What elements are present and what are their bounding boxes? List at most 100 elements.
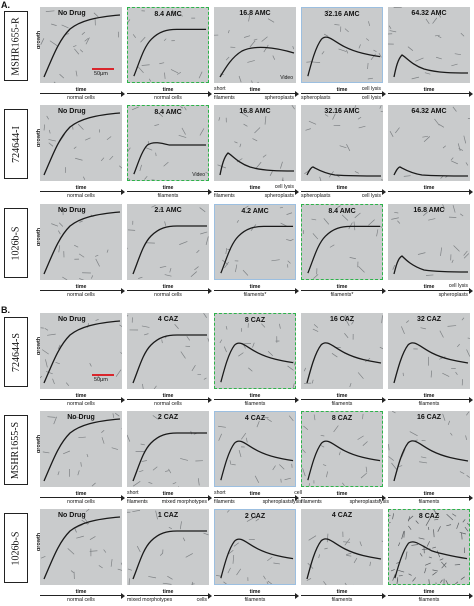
cell-mark [218, 425, 226, 428]
panel-title: 32 CAZ [416, 316, 442, 323]
phenotype-label: lysis [378, 498, 389, 505]
cell-mark [267, 580, 273, 584]
cell-mark [391, 217, 399, 220]
cell-mark [442, 372, 450, 377]
phenotype-label: filaments [418, 498, 440, 505]
time-axis: time cell lysis spheroplasts cell lysis [301, 86, 386, 102]
cell-mark [376, 229, 379, 237]
phenotype-label: short [127, 489, 139, 496]
cell-mark [70, 416, 80, 420]
cell-mark [334, 24, 340, 26]
cell-mark [89, 363, 92, 367]
phenotype-label: filaments* [243, 291, 267, 298]
growth-curve [307, 440, 381, 481]
cell-mark [359, 541, 362, 547]
video-link[interactable]: Video [280, 75, 293, 81]
cell-mark [49, 40, 58, 46]
panel-title: 4 CAZ [157, 316, 179, 323]
cell-mark [43, 124, 46, 131]
time-label: time [75, 284, 87, 290]
cell-mark [76, 535, 84, 539]
cell-mark [303, 367, 307, 372]
panel-title: 32.16 AMC [324, 108, 360, 115]
cell-mark [224, 261, 229, 269]
cell-mark [291, 105, 295, 110]
micrograph-panel: 4 CAZ [214, 411, 296, 487]
cell-mark [248, 12, 251, 22]
time-label: time [249, 284, 261, 290]
cell-mark [305, 128, 311, 131]
cell-mark [318, 554, 320, 559]
strain-name: 724644-I [10, 125, 22, 163]
cell-mark [411, 76, 420, 80]
time-axis: time filaments spheroplasts* lysis [301, 490, 389, 506]
cell-mark [89, 536, 96, 540]
growth-curve [393, 440, 469, 482]
cell-mark [422, 135, 429, 138]
cell-mark [392, 513, 395, 520]
panel-graphic [219, 323, 295, 388]
cell-mark [119, 324, 122, 327]
cell-mark [167, 575, 173, 580]
time-axis: time short filaments spheroplasts [214, 86, 299, 102]
cell-mark [225, 56, 230, 61]
cell-mark [442, 413, 446, 421]
panel-graphic [303, 314, 383, 388]
cell-mark [164, 274, 172, 277]
video-link[interactable]: Video [192, 172, 205, 178]
time-axis: time filaments [214, 392, 299, 408]
cell-mark [248, 367, 253, 372]
cell-mark [456, 522, 460, 529]
cell-mark [199, 207, 206, 213]
micrograph-panel: 16.8 AMC Video [214, 7, 296, 83]
cell-mark [138, 470, 144, 473]
cell-mark [308, 483, 310, 486]
cell-mark [184, 106, 187, 111]
cell-mark [84, 37, 89, 42]
scale-bar-label: 50μm [94, 377, 108, 383]
cell-mark [272, 55, 276, 60]
cell-mark [423, 211, 428, 216]
cell-mark [428, 579, 430, 584]
cell-mark [67, 548, 75, 555]
cell-mark [41, 349, 49, 355]
arrow-icon [208, 396, 212, 403]
cell-mark [406, 320, 410, 323]
cell-mark [446, 524, 452, 527]
cell-mark [86, 453, 89, 458]
panel-graphic [306, 9, 382, 80]
growth-curve [219, 46, 295, 78]
micrograph-panel: 4 CAZ [301, 509, 383, 585]
panel-title: 4 CAZ [244, 415, 266, 422]
cell-mark [321, 445, 325, 448]
cell-mark [433, 510, 440, 517]
strain-name: MSHR1655-S [10, 421, 22, 479]
cell-mark [153, 385, 157, 389]
cell-mark [463, 253, 470, 259]
cell-mark [286, 239, 292, 242]
cell-mark [420, 456, 427, 459]
cell-mark [243, 123, 248, 127]
cell-mark [51, 23, 57, 26]
time-axis: time short filaments mixed morphotypes [127, 489, 212, 506]
growth-curve [220, 538, 294, 579]
axis-line [40, 290, 122, 291]
cell-mark [44, 327, 49, 331]
cell-mark [373, 49, 377, 53]
cell-mark [185, 553, 193, 558]
phenotype-label: filaments [157, 192, 179, 199]
phenotype-label: normal cells [154, 400, 182, 407]
cell-mark [106, 249, 109, 253]
time-label: time [423, 491, 435, 497]
cell-mark [78, 253, 85, 258]
panel-graphic [218, 415, 294, 483]
micrograph-panel: 8.4 AMC [301, 204, 383, 280]
cell-mark [253, 38, 258, 41]
panel-graphic [214, 12, 295, 83]
cell-mark [354, 212, 361, 219]
cell-mark [368, 21, 371, 27]
cell-mark [48, 142, 54, 147]
cell-mark [46, 115, 49, 120]
cell-mark [308, 120, 317, 125]
time-axis: time normal cells [40, 86, 125, 102]
